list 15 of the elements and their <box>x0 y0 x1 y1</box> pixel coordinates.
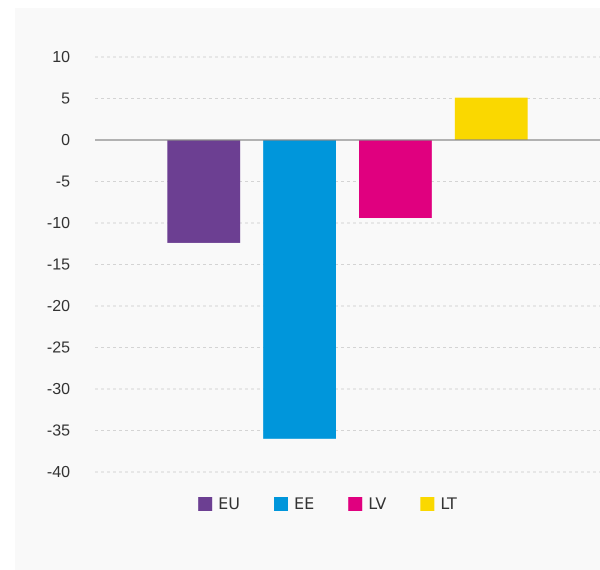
y-tick-label: 5 <box>61 90 70 108</box>
y-tick-label: -25 <box>46 340 70 357</box>
y-tick-label: -35 <box>46 422 70 440</box>
legend-label: EE <box>294 494 314 513</box>
y-tick-label: 0 <box>61 132 70 150</box>
legend-label: LV <box>368 494 386 513</box>
legend-label: LT <box>440 494 458 513</box>
y-tick-label: -15 <box>46 256 70 274</box>
y-tick-label: -5 <box>56 174 70 191</box>
y-tick-label: -20 <box>46 298 70 316</box>
y-tick-label: -30 <box>46 381 70 398</box>
legend-label: EU <box>218 494 240 513</box>
y-tick-label: 10 <box>52 49 70 66</box>
y-tick-label: -10 <box>46 215 70 232</box>
y-tick-label: -40 <box>46 464 70 482</box>
